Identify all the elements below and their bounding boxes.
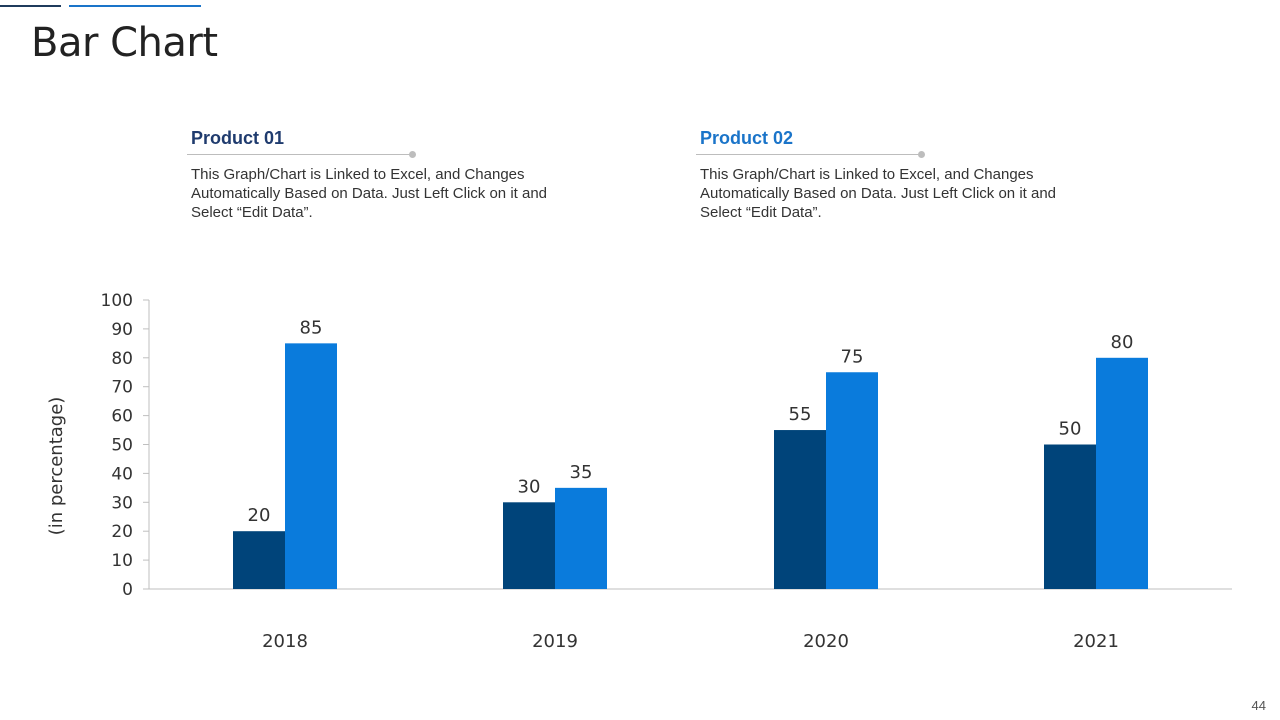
bar bbox=[555, 487, 607, 589]
y-axis-label: (in percentage) bbox=[46, 397, 67, 536]
y-tick-label: 40 bbox=[111, 464, 133, 484]
page-number: 44 bbox=[1251, 698, 1266, 713]
y-tick-label: 90 bbox=[111, 320, 133, 340]
y-tick-label: 10 bbox=[111, 551, 133, 571]
y-tick-label: 30 bbox=[111, 493, 133, 513]
x-tick-label: 2019 bbox=[532, 631, 578, 652]
x-tick-label: 2018 bbox=[262, 631, 308, 652]
x-tick-label: 2020 bbox=[803, 631, 849, 652]
x-tick-label: 2021 bbox=[1073, 631, 1119, 652]
data-label: 50 bbox=[1059, 419, 1082, 440]
top-accent-line-blue bbox=[69, 5, 201, 7]
product-01-title: Product 01 bbox=[191, 128, 285, 148]
bar bbox=[1044, 444, 1096, 589]
y-tick-label: 50 bbox=[111, 436, 133, 456]
bar bbox=[826, 372, 878, 589]
y-tick-label: 70 bbox=[111, 378, 133, 398]
bar bbox=[233, 531, 285, 589]
y-tick-label: 80 bbox=[111, 349, 133, 369]
divider-dot-icon bbox=[918, 151, 925, 158]
bar bbox=[774, 430, 826, 589]
data-label: 20 bbox=[248, 505, 271, 526]
data-label: 35 bbox=[570, 462, 593, 483]
y-tick-label: 100 bbox=[101, 291, 133, 311]
product-02-block: Product 02 This Graph/Chart is Linked to… bbox=[696, 126, 1100, 222]
product-02-divider bbox=[696, 151, 925, 158]
bar bbox=[285, 343, 337, 589]
product-02-description: This Graph/Chart is Linked to Excel, and… bbox=[700, 166, 1057, 221]
product-01-block: Product 01 This Graph/Chart is Linked to… bbox=[187, 126, 591, 222]
y-tick-label: 60 bbox=[111, 407, 133, 427]
data-label: 85 bbox=[300, 317, 323, 338]
data-label: 75 bbox=[841, 346, 864, 367]
product-01-description: This Graph/Chart is Linked to Excel, and… bbox=[191, 166, 548, 221]
product-02-title: Product 02 bbox=[700, 128, 794, 148]
y-tick-label: 0 bbox=[122, 580, 133, 600]
y-tick-label: 20 bbox=[111, 522, 133, 542]
product-01-divider bbox=[187, 151, 416, 158]
data-label: 80 bbox=[1111, 332, 1134, 353]
page-title: Bar Chart bbox=[31, 20, 218, 66]
top-accent-line-dark bbox=[0, 5, 61, 7]
data-label: 55 bbox=[789, 404, 812, 425]
divider-dot-icon bbox=[409, 151, 416, 158]
bar bbox=[503, 502, 555, 589]
data-label: 30 bbox=[518, 476, 541, 497]
bar bbox=[1096, 357, 1148, 589]
